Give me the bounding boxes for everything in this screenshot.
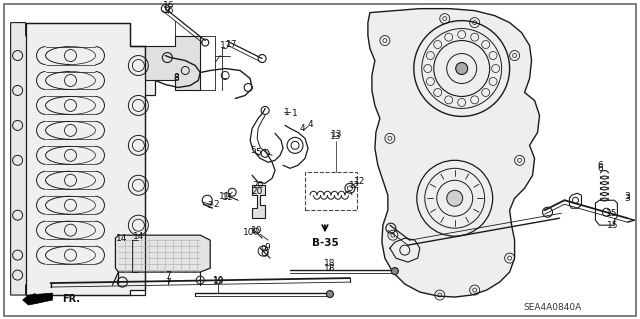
- Text: 13: 13: [332, 130, 342, 139]
- Text: 2: 2: [207, 201, 213, 210]
- Text: 12: 12: [349, 181, 360, 190]
- Text: 3: 3: [625, 192, 630, 201]
- Text: 8: 8: [173, 74, 179, 83]
- Circle shape: [391, 268, 398, 275]
- Text: 11: 11: [223, 193, 234, 202]
- Polygon shape: [26, 23, 156, 295]
- Text: 17: 17: [226, 40, 237, 49]
- Text: 11: 11: [220, 192, 231, 201]
- Polygon shape: [11, 23, 31, 295]
- Polygon shape: [131, 36, 200, 91]
- Text: 1: 1: [292, 109, 298, 118]
- Text: 3: 3: [625, 194, 630, 203]
- Text: 20: 20: [252, 187, 263, 196]
- Text: 7: 7: [165, 278, 171, 286]
- Text: 10: 10: [252, 226, 263, 235]
- Circle shape: [447, 190, 463, 206]
- Text: 4: 4: [307, 120, 313, 129]
- Text: 19: 19: [212, 276, 224, 285]
- Text: 14: 14: [132, 232, 144, 241]
- Polygon shape: [22, 293, 52, 305]
- Text: 18: 18: [324, 263, 336, 273]
- Text: 7: 7: [165, 271, 171, 279]
- Text: 5: 5: [250, 146, 256, 155]
- Polygon shape: [368, 9, 540, 297]
- Text: 6: 6: [598, 161, 604, 170]
- Text: 15: 15: [607, 221, 618, 230]
- Text: SEA4A0840A: SEA4A0840A: [524, 302, 582, 312]
- Polygon shape: [252, 185, 265, 218]
- Text: 14: 14: [116, 234, 127, 243]
- Circle shape: [326, 291, 333, 298]
- Bar: [305, 172, 357, 210]
- Text: 16: 16: [163, 6, 174, 15]
- Text: FR.: FR.: [63, 294, 81, 304]
- Text: B-35: B-35: [312, 238, 339, 248]
- Text: 12: 12: [354, 177, 365, 186]
- Text: 17: 17: [220, 41, 232, 50]
- Polygon shape: [115, 235, 210, 272]
- Text: 16: 16: [163, 1, 174, 10]
- Circle shape: [456, 63, 468, 75]
- Text: 1: 1: [284, 108, 290, 117]
- Text: 9: 9: [260, 245, 266, 254]
- Text: 9: 9: [264, 243, 270, 252]
- Text: 15: 15: [605, 209, 617, 218]
- Text: 20: 20: [252, 181, 264, 190]
- Text: 19: 19: [212, 277, 224, 286]
- Text: 4: 4: [300, 124, 305, 133]
- Text: 10: 10: [243, 228, 255, 237]
- Text: 13: 13: [330, 132, 342, 141]
- Text: 8: 8: [173, 73, 179, 82]
- Text: 5: 5: [255, 148, 261, 157]
- Text: 2: 2: [213, 200, 219, 209]
- Text: 18: 18: [324, 259, 336, 268]
- Text: 6: 6: [598, 164, 604, 173]
